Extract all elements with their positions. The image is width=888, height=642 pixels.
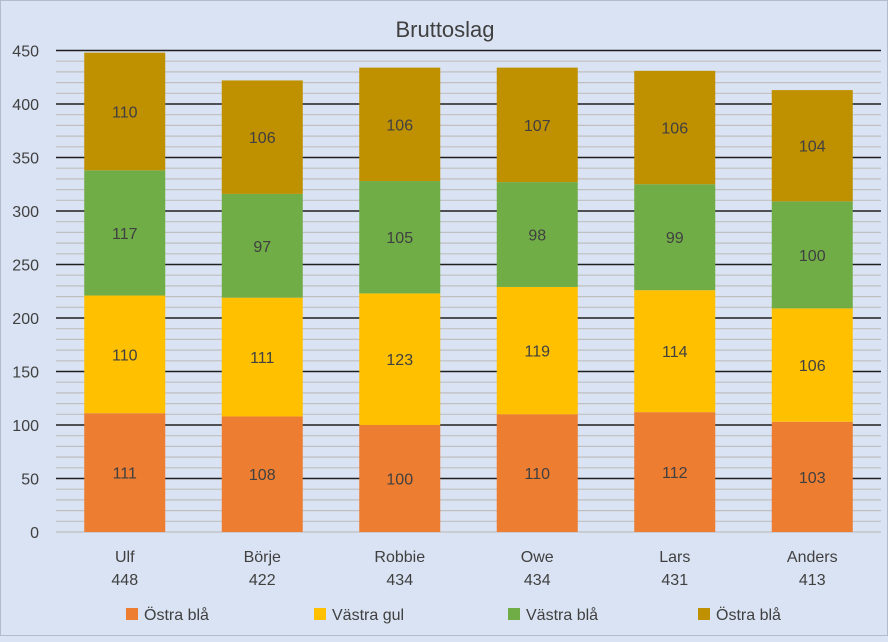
data-label: 114 [662, 344, 688, 361]
x-tick-label: Anders [787, 549, 838, 566]
data-label: 104 [799, 139, 826, 156]
data-label: 103 [799, 470, 826, 487]
data-label: 100 [386, 472, 413, 489]
bar-segment [84, 413, 166, 532]
bar-segment [771, 308, 853, 422]
data-label: 99 [666, 230, 684, 247]
data-label: 111 [250, 350, 274, 367]
gridlines [56, 49, 881, 533]
y-tick-label: 0 [30, 525, 39, 542]
axis-labels: 0 50 100 150 200 250 300 350 400 450 Ulf 448 Börje 42… [12, 44, 837, 590]
x-tick-label: Börje [244, 549, 281, 566]
bar-segment [771, 90, 853, 202]
chart-title: Bruttoslag [395, 17, 494, 42]
bar-segment [359, 293, 441, 425]
bar-segment [84, 170, 166, 296]
data-label: 119 [524, 344, 550, 361]
data-label: 117 [112, 226, 138, 243]
legend-swatch [508, 608, 520, 620]
bars: 111 110 117 110 108 111 97 106 100 123 105 106 110 11… [84, 52, 853, 532]
bar-segment [634, 412, 716, 532]
bar-segment [221, 80, 303, 194]
data-label: 111 [113, 466, 137, 483]
y-tick-label: 300 [12, 204, 39, 221]
bar-segment [221, 193, 303, 298]
bar-segment [634, 70, 716, 185]
legend-label: Västra gul [332, 607, 404, 624]
x-tick-label: Lars [659, 549, 690, 566]
legend-swatch [314, 608, 326, 620]
data-label: 106 [661, 121, 688, 138]
data-label: 105 [386, 230, 413, 247]
legend-label: Östra blå [716, 606, 781, 624]
legend-swatch [126, 608, 138, 620]
y-tick-label: 200 [12, 311, 39, 328]
bar-segment [771, 201, 853, 309]
bar-segment [221, 297, 303, 417]
bar-segment [496, 67, 578, 183]
data-label: 98 [528, 228, 546, 245]
bar-segment [496, 286, 578, 415]
bar-segment [634, 184, 716, 291]
data-label: 106 [249, 130, 276, 147]
data-label: 108 [249, 467, 276, 484]
legend-label: Västra blå [526, 606, 598, 624]
bar-segment [359, 425, 441, 532]
legend-swatch [698, 608, 710, 620]
bar-segment [359, 181, 441, 294]
x-tick-total: 434 [524, 572, 551, 589]
y-tick-label: 400 [12, 97, 39, 114]
y-tick-label: 150 [12, 365, 39, 382]
legend-label: Östra blå [144, 606, 209, 624]
x-tick-total: 422 [249, 572, 276, 589]
x-tick-label: Robbie [374, 549, 425, 566]
x-tick-total: 431 [661, 572, 688, 589]
data-label: 112 [662, 465, 688, 482]
data-label: 100 [799, 248, 826, 265]
y-tick-label: 50 [21, 472, 39, 489]
x-tick-label: Owe [521, 549, 554, 566]
data-label: 106 [799, 358, 826, 375]
x-tick-total: 413 [799, 572, 826, 589]
data-label: 110 [112, 347, 138, 364]
bar-segment [634, 290, 716, 413]
bar-segment [771, 421, 853, 532]
y-tick-label: 250 [12, 258, 39, 275]
bar-segment [84, 295, 166, 414]
bar-segment [359, 67, 441, 182]
data-label: 110 [524, 466, 550, 483]
bar-segment [496, 182, 578, 287]
x-tick-label: Ulf [115, 549, 135, 566]
x-tick-total: 448 [111, 572, 138, 589]
y-tick-label: 450 [12, 44, 39, 61]
data-label: 110 [112, 104, 138, 121]
x-tick-total: 434 [386, 572, 413, 589]
data-label: 106 [386, 117, 413, 134]
legend: Östra blå Västra gul Västra blå Östra blå [126, 606, 781, 624]
data-label: 97 [253, 239, 271, 256]
data-label: 123 [386, 352, 413, 369]
y-tick-label: 350 [12, 151, 39, 168]
data-label: 107 [524, 118, 551, 135]
y-tick-label: 100 [12, 418, 39, 435]
bar-segment [496, 414, 578, 532]
bar-segment [84, 52, 166, 171]
bar-segment [221, 416, 303, 532]
